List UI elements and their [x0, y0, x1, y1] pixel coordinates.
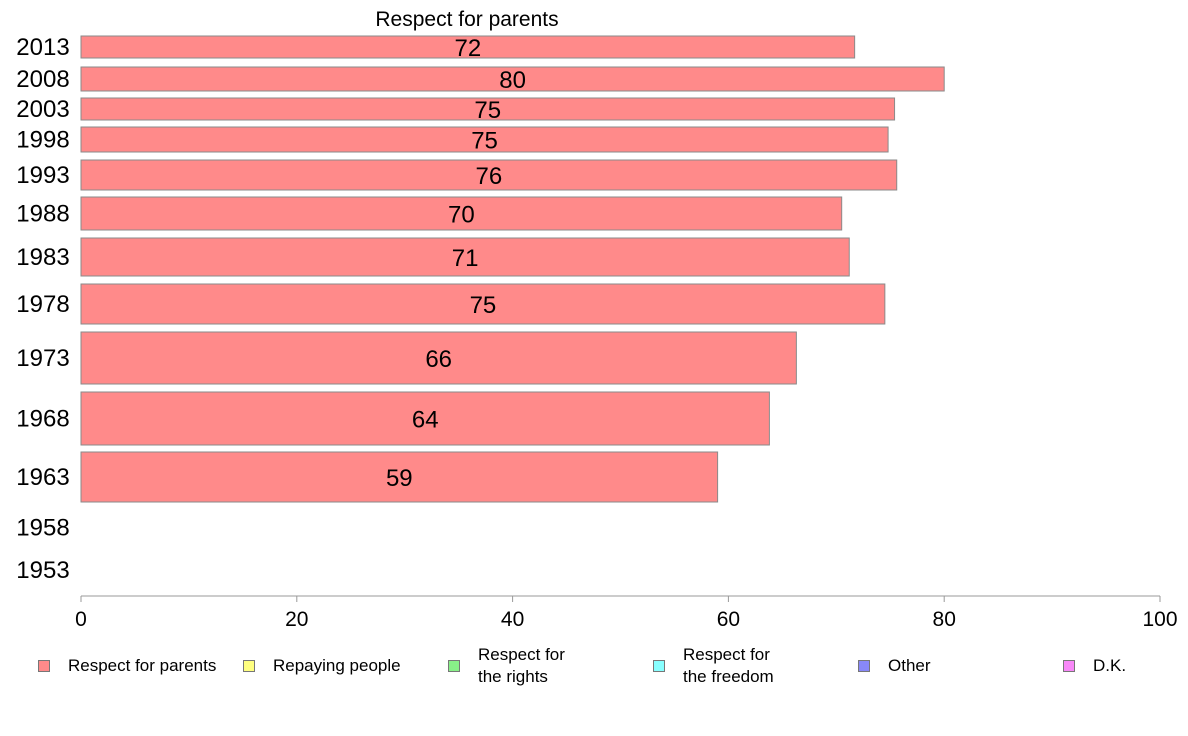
category-labels: 2013 2008 2003 1998 1993 1988 1983 1978 1973 1968…: [16, 34, 69, 584]
bar: [80, 35, 856, 59]
bar: [80, 126, 889, 153]
x-tick-label: 80: [933, 608, 956, 631]
data-label: 76: [476, 163, 503, 190]
data-label: 66: [425, 346, 452, 373]
category-label: 1983: [16, 244, 69, 271]
bar: [80, 283, 886, 325]
data-label: 75: [470, 292, 497, 319]
data-label: 71: [452, 245, 479, 272]
legend-swatch: [38, 660, 50, 672]
data-label: 80: [499, 67, 526, 94]
x-axis: 0 20 40 60 80 100: [75, 595, 1178, 631]
category-label: 2008: [16, 66, 69, 93]
legend-label: Other: [888, 656, 931, 675]
data-label: 75: [474, 97, 501, 124]
legend-item-dk: D.K.: [1063, 644, 1126, 688]
legend-swatch: [653, 660, 665, 672]
legend-item-respect-for-parents: Respect for parents: [38, 644, 216, 688]
data-label: 59: [386, 465, 413, 492]
x-tick-label: 20: [285, 608, 308, 631]
bar: [80, 97, 896, 121]
legend-item-respect-for-the-freedom: Respect for the freedom: [653, 644, 774, 688]
legend-item-respect-for-the-rights: Respect for the rights: [448, 644, 565, 688]
data-label: 64: [412, 407, 439, 434]
legend: Respect for parents Repaying people Resp…: [38, 644, 1178, 694]
category-label: 2013: [16, 34, 69, 61]
legend-swatch: [243, 660, 255, 672]
data-label: 72: [454, 35, 481, 62]
bar: [80, 451, 719, 503]
category-label: 1973: [16, 345, 69, 372]
category-label: 1968: [16, 406, 69, 433]
category-label: 1993: [16, 162, 69, 189]
legend-swatch: [858, 660, 870, 672]
bar: [80, 391, 770, 446]
bar: [80, 159, 898, 191]
category-label: 1963: [16, 464, 69, 491]
bar: [80, 196, 843, 231]
category-label: 1953: [16, 557, 69, 584]
x-tick-label: 0: [75, 608, 87, 631]
bars-layer: [80, 35, 945, 503]
legend-swatch: [448, 660, 460, 672]
category-label: 1988: [16, 201, 69, 228]
chart-title: Respect for parents: [375, 8, 558, 31]
data-label: 75: [471, 128, 498, 155]
legend-label: Respect for parents: [68, 656, 217, 675]
category-label: 1958: [16, 515, 69, 542]
category-label: 1978: [16, 291, 69, 318]
legend-item-repaying-people: Repaying people: [243, 644, 401, 688]
legend-label: Repaying people: [273, 656, 401, 675]
x-tick-label: 100: [1142, 608, 1177, 631]
legend-label: Respect for the rights: [478, 645, 565, 686]
legend-item-other: Other: [858, 644, 931, 688]
data-label: 70: [448, 202, 475, 229]
bar: [80, 66, 945, 92]
bar: [80, 237, 850, 277]
category-label: 2003: [16, 96, 69, 123]
legend-swatch: [1063, 660, 1075, 672]
x-tick-label: 40: [501, 608, 524, 631]
bar: [80, 331, 797, 385]
legend-label: Respect for the freedom: [683, 645, 774, 686]
category-label: 1998: [16, 127, 69, 154]
x-tick-label: 60: [717, 608, 740, 631]
legend-label: D.K.: [1093, 656, 1127, 675]
